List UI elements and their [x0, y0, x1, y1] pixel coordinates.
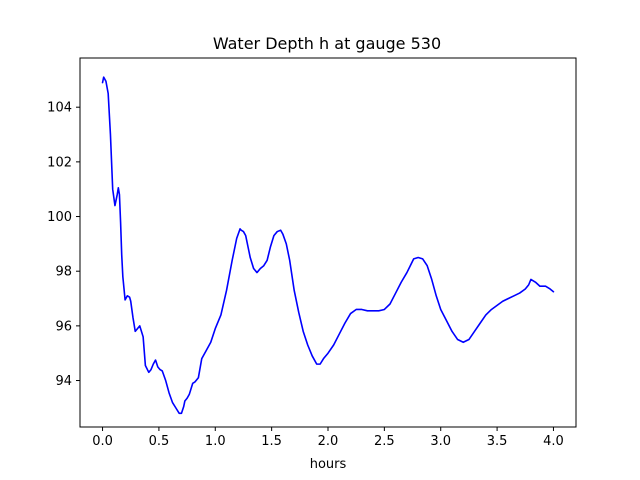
x-tick-label: 0.0 — [92, 434, 113, 449]
x-tick-label: 0.5 — [149, 434, 170, 449]
x-tick-label: 1.5 — [261, 434, 282, 449]
x-tick-label: 3.5 — [487, 434, 508, 449]
plot-area-frame — [79, 57, 577, 428]
chart-title: Water Depth h at gauge 530 — [213, 34, 441, 53]
y-axis: 94 96 98 100 102 104 — [47, 101, 80, 389]
x-tick-label: 2.5 — [374, 434, 395, 449]
x-axis-label: hours — [310, 457, 347, 472]
x-tick-label: 1.0 — [205, 434, 226, 449]
y-tick-label: 98 — [55, 265, 72, 280]
y-tick-label: 104 — [47, 101, 72, 116]
y-tick-label: 96 — [55, 319, 72, 334]
x-axis: 0.0 0.5 1.0 1.5 2.0 2.5 3.0 3.5 4.0 — [92, 427, 564, 449]
x-tick-label: 3.0 — [430, 434, 451, 449]
y-tick-label: 102 — [47, 155, 72, 170]
y-tick-label: 100 — [47, 210, 72, 225]
y-tick-label: 94 — [55, 374, 72, 389]
x-tick-label: 4.0 — [543, 434, 564, 449]
x-tick-label: 2.0 — [318, 434, 339, 449]
series-line — [101, 76, 555, 415]
